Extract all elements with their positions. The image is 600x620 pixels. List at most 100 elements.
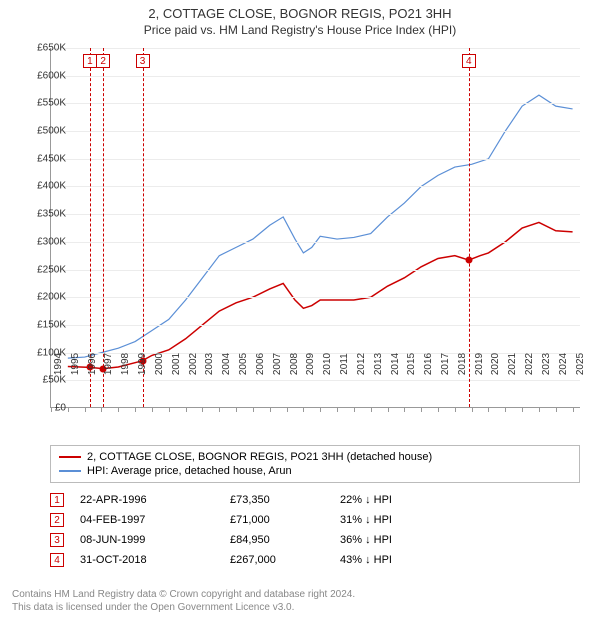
legend-swatch-hpi	[59, 470, 81, 472]
transaction-pct: 22% ↓ HPI	[340, 494, 410, 506]
transaction-price: £84,950	[230, 534, 340, 546]
grid-line	[51, 242, 580, 243]
transaction-row: 2 04-FEB-1997£71,00031% ↓ HPI	[50, 510, 580, 530]
legend-label-property: 2, COTTAGE CLOSE, BOGNOR REGIS, PO21 3HH…	[87, 451, 432, 463]
series-line-property	[68, 222, 573, 368]
legend: 2, COTTAGE CLOSE, BOGNOR REGIS, PO21 3HH…	[50, 445, 580, 483]
series-line-hpi	[68, 95, 573, 358]
x-tick	[505, 408, 506, 412]
x-tick	[337, 408, 338, 412]
x-axis-label: 2017	[440, 353, 451, 375]
grid-line	[51, 214, 580, 215]
x-axis-label: 2002	[188, 353, 199, 375]
x-axis-label: 1996	[87, 353, 98, 375]
footer-line2: This data is licensed under the Open Gov…	[12, 601, 355, 614]
marker-badge: 3	[136, 54, 150, 68]
x-axis-label: 2015	[406, 353, 417, 375]
y-axis-label: £450K	[22, 153, 66, 164]
marker-badge: 2	[96, 54, 110, 68]
x-axis-label: 2016	[423, 353, 434, 375]
transaction-pct: 43% ↓ HPI	[340, 554, 410, 566]
x-axis-label: 2008	[289, 353, 300, 375]
x-tick	[421, 408, 422, 412]
marker-badge: 4	[462, 54, 476, 68]
legend-label-hpi: HPI: Average price, detached house, Arun	[87, 465, 292, 477]
y-axis-label: £500K	[22, 126, 66, 137]
x-tick	[253, 408, 254, 412]
x-tick	[287, 408, 288, 412]
footer-line1: Contains HM Land Registry data © Crown c…	[12, 588, 355, 601]
y-axis-label: £550K	[22, 98, 66, 109]
grid-line	[51, 76, 580, 77]
x-axis-label: 2025	[575, 353, 586, 375]
transaction-date: 04-FEB-1997	[80, 514, 230, 526]
x-tick	[152, 408, 153, 412]
x-tick	[270, 408, 271, 412]
y-axis-label: £250K	[22, 264, 66, 275]
x-axis-label: 2012	[356, 353, 367, 375]
x-tick	[169, 408, 170, 412]
transaction-date: 31-OCT-2018	[80, 554, 230, 566]
x-tick	[219, 408, 220, 412]
transaction-price: £267,000	[230, 554, 340, 566]
x-axis-label: 2007	[272, 353, 283, 375]
x-tick	[186, 408, 187, 412]
legend-item-hpi: HPI: Average price, detached house, Arun	[59, 464, 571, 478]
x-tick	[522, 408, 523, 412]
x-axis-label: 2014	[390, 353, 401, 375]
x-tick	[354, 408, 355, 412]
x-tick	[320, 408, 321, 412]
x-axis-label: 2001	[171, 353, 182, 375]
x-axis-label: 1994	[53, 353, 64, 375]
footer: Contains HM Land Registry data © Crown c…	[12, 588, 355, 614]
transaction-price: £73,350	[230, 494, 340, 506]
x-tick	[539, 408, 540, 412]
y-axis-label: £300K	[22, 236, 66, 247]
x-tick	[438, 408, 439, 412]
chart-title: 2, COTTAGE CLOSE, BOGNOR REGIS, PO21 3HH	[0, 6, 600, 21]
x-tick	[135, 408, 136, 412]
x-axis-label: 2010	[322, 353, 333, 375]
x-tick	[404, 408, 405, 412]
x-axis-label: 1998	[120, 353, 131, 375]
transaction-row: 122-APR-1996£73,35022% ↓ HPI	[50, 490, 580, 510]
legend-swatch-property	[59, 456, 81, 458]
x-axis-label: 2020	[490, 353, 501, 375]
transaction-price: £71,000	[230, 514, 340, 526]
y-axis-label: £200K	[22, 292, 66, 303]
x-tick	[85, 408, 86, 412]
x-axis-label: 1999	[137, 353, 148, 375]
x-tick	[455, 408, 456, 412]
marker-point	[465, 257, 472, 264]
x-axis-label: 2006	[255, 353, 266, 375]
x-tick	[556, 408, 557, 412]
x-axis-label: 2009	[305, 353, 316, 375]
x-tick	[371, 408, 372, 412]
x-tick	[68, 408, 69, 412]
transaction-row: 4 31-OCT-2018£267,00043% ↓ HPI	[50, 550, 580, 570]
transaction-badge: 2	[50, 513, 64, 527]
grid-line	[51, 131, 580, 132]
x-axis-label: 2000	[154, 353, 165, 375]
marker-badge: 1	[83, 54, 97, 68]
legend-item-property: 2, COTTAGE CLOSE, BOGNOR REGIS, PO21 3HH…	[59, 450, 571, 464]
chart-container: 2, COTTAGE CLOSE, BOGNOR REGIS, PO21 3HH…	[0, 0, 600, 620]
x-axis-label: 1997	[103, 353, 114, 375]
x-axis-label: 2004	[221, 353, 232, 375]
grid-line	[51, 380, 580, 381]
x-axis-label: 2005	[238, 353, 249, 375]
grid-line	[51, 297, 580, 298]
grid-line	[51, 270, 580, 271]
transaction-pct: 31% ↓ HPI	[340, 514, 410, 526]
y-axis-label: £50K	[22, 375, 66, 386]
y-axis-label: £650K	[22, 43, 66, 54]
grid-line	[51, 325, 580, 326]
x-axis-label: 2024	[558, 353, 569, 375]
transaction-badge: 4	[50, 553, 64, 567]
transaction-date: 22-APR-1996	[80, 494, 230, 506]
x-axis-label: 2019	[474, 353, 485, 375]
x-axis-label: 1995	[70, 353, 81, 375]
y-axis-label: £150K	[22, 319, 66, 330]
transaction-date: 08-JUN-1999	[80, 534, 230, 546]
grid-line	[51, 159, 580, 160]
